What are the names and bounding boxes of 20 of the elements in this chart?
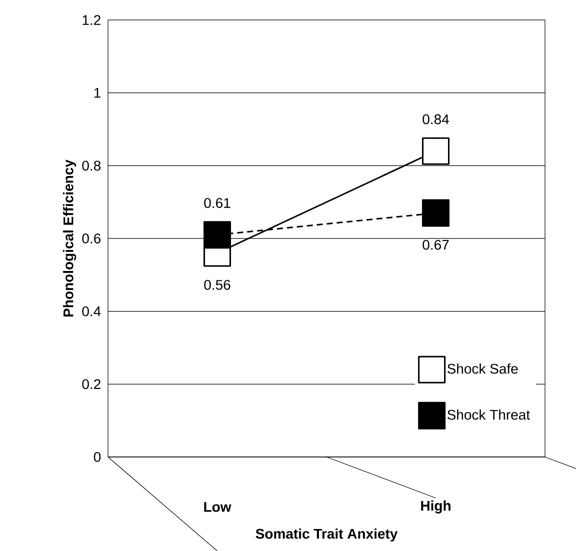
x-tick-label: High <box>421 500 450 514</box>
data-label: 0.67 <box>422 240 449 250</box>
point <box>422 199 450 227</box>
y-tick-label: 0 <box>94 452 101 462</box>
legend-label: Shock Safe <box>447 363 518 374</box>
y-tick-label: 0.2 <box>82 379 100 390</box>
point <box>204 221 232 249</box>
point <box>422 137 450 165</box>
x-tick-label: Low <box>204 502 232 512</box>
y-axis-title: Phonological Efficiency <box>63 160 76 317</box>
y-tick-label: 0.6 <box>82 234 101 244</box>
y-tick-label: 1 <box>94 88 100 98</box>
y-tick-label: 1.2 <box>82 15 100 25</box>
legend-label: Shock Threat <box>447 409 530 420</box>
data-label: 0.61 <box>204 198 230 208</box>
y-tick-label: 0.4 <box>82 306 101 316</box>
data-label: 0.56 <box>204 280 230 290</box>
data-label: 0.84 <box>422 114 449 124</box>
x-axis-title: Somatic Trait Anxiety <box>256 528 398 542</box>
y-tick-label: 0.8 <box>82 160 101 171</box>
